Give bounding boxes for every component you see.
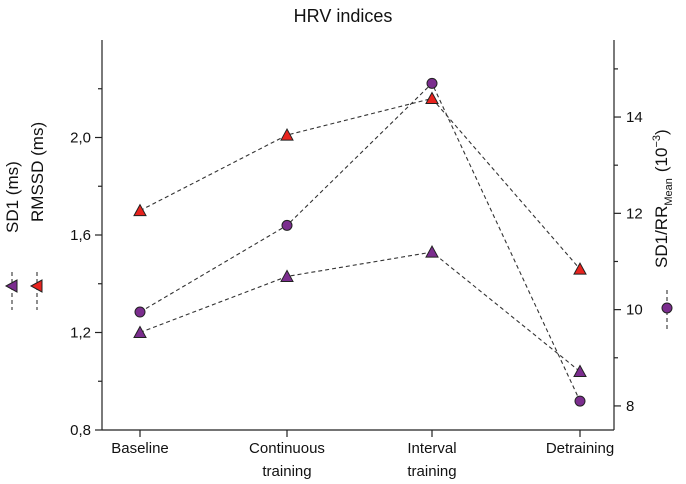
right-tick-label: 14 <box>626 109 643 126</box>
right-axis-label-sub: Mean <box>663 178 675 206</box>
series-markers <box>133 77 587 407</box>
x-tick-label-line: training <box>407 463 456 480</box>
right-axis-label-unit-suffix: ) <box>652 129 671 135</box>
left-legend-marker <box>4 279 18 293</box>
axes <box>101 40 615 431</box>
left-axis-ticks: 0,8 1,2 1,6 2,0 <box>70 88 102 439</box>
x-tick-label-line: training <box>262 463 311 480</box>
data-point-triangle <box>133 325 147 338</box>
left-tick-label: 1,2 <box>70 325 91 342</box>
right-axis-label-exp: −3 <box>651 135 663 148</box>
x-tick-label: Detraining <box>546 440 614 457</box>
x-tick-label-line: Continuous <box>249 440 325 457</box>
data-point-circle <box>281 219 293 231</box>
series-line-0 <box>139 251 581 372</box>
right-axis-label-unit-prefix: (10 <box>652 148 671 173</box>
data-point-circle <box>574 395 586 407</box>
left-axis-label-sd1: SD1 (ms) <box>3 161 22 233</box>
data-point-triangle <box>280 128 294 141</box>
left-axis-legend: SD1 (ms) RMSSD (ms) <box>3 122 47 310</box>
data-point-triangle <box>425 245 439 258</box>
right-tick-label: 8 <box>626 398 634 415</box>
x-tick-label-line: Baseline <box>111 440 169 457</box>
right-axis-legend: SD1/RRMean (10−3) <box>651 129 675 330</box>
right-axis-label: SD1/RRMean (10−3) <box>651 129 675 268</box>
x-tick-label: Interval training <box>407 440 456 480</box>
right-legend-marker <box>661 302 673 314</box>
series-line-1 <box>139 97 581 270</box>
right-tick-label: 10 <box>626 302 643 319</box>
left-tick-label: 0,8 <box>70 422 91 439</box>
left-tick-label: 2,0 <box>70 130 91 147</box>
right-axis-ticks: 8 10 12 14 <box>614 68 643 415</box>
left-axis-label-rmssd: RMSSD (ms) <box>28 122 47 222</box>
data-point-triangle <box>573 364 587 377</box>
x-tick-label: Baseline <box>111 440 169 457</box>
chart-title: HRV indices <box>294 6 393 26</box>
x-tick-label-line: Detraining <box>546 440 614 457</box>
left-tick-label: 1,6 <box>70 227 91 244</box>
left-legend-marker <box>29 279 43 293</box>
series-lines <box>139 82 581 402</box>
x-tick-label-line: Interval <box>407 440 456 457</box>
x-tick-label: Continuous training <box>249 440 325 480</box>
x-axis-ticks: Baseline Continuous training Interval traini… <box>111 430 614 480</box>
right-axis-label-base: SD1/RR <box>652 206 671 268</box>
data-point-circle <box>426 77 438 89</box>
series-line-2 <box>139 82 581 402</box>
data-point-circle <box>134 306 146 318</box>
right-tick-label: 12 <box>626 205 643 222</box>
data-point-triangle <box>280 269 294 282</box>
data-point-triangle <box>133 203 147 217</box>
data-point-triangle <box>573 262 587 275</box>
data-point-triangle <box>425 91 439 104</box>
